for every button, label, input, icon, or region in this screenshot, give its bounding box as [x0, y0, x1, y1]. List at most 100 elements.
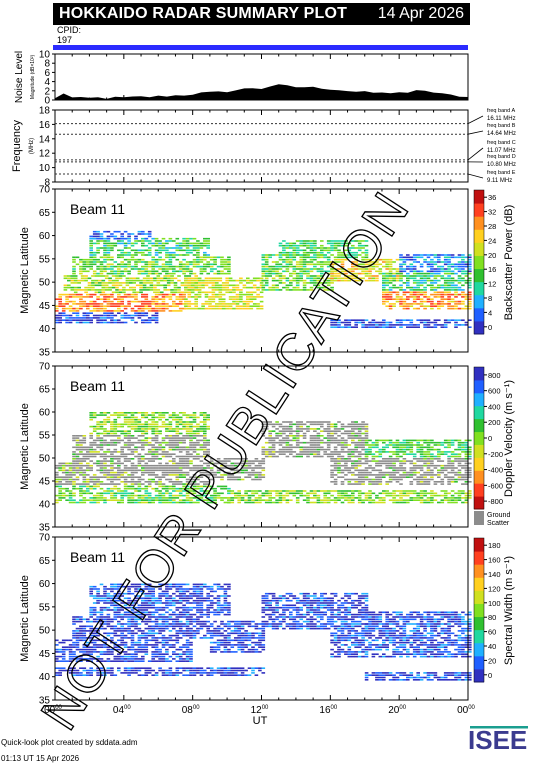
data-cell	[430, 460, 434, 462]
data-cell	[382, 286, 386, 289]
data-cell	[192, 435, 197, 437]
data-cell	[67, 279, 71, 282]
data-cell	[254, 471, 259, 474]
data-cell	[385, 462, 389, 465]
data-cell	[223, 261, 228, 263]
data-cell	[454, 448, 458, 451]
data-cell	[385, 272, 389, 275]
data-cell	[371, 324, 376, 326]
data-cell	[154, 263, 159, 266]
data-cell	[416, 326, 420, 328]
data-cell	[361, 476, 365, 478]
data-cell	[468, 277, 472, 280]
data-cell	[196, 453, 200, 455]
data-cell	[457, 319, 462, 321]
data-cell	[154, 265, 159, 268]
data-cell	[99, 464, 104, 467]
data-cell	[117, 490, 121, 492]
data-cell	[416, 286, 420, 289]
data-cell	[106, 265, 111, 268]
data-cell	[110, 483, 114, 485]
data-cell	[123, 423, 128, 426]
data-cell	[249, 293, 254, 296]
data-cell	[208, 277, 212, 280]
data-cell	[316, 455, 321, 458]
data-cell	[468, 307, 472, 310]
data-cell	[135, 291, 140, 294]
data-cell	[344, 462, 348, 465]
data-cell	[185, 481, 190, 483]
data-cell	[246, 300, 250, 303]
data-cell	[144, 467, 149, 469]
data-cell	[378, 455, 383, 458]
data-cell	[106, 441, 111, 444]
data-cell	[419, 321, 424, 324]
data-cell	[468, 467, 472, 469]
data-cell	[382, 265, 386, 268]
data-cell	[313, 265, 317, 268]
data-cell	[289, 251, 293, 254]
data-cell	[161, 483, 166, 485]
data-cell	[82, 321, 87, 324]
data-cell	[289, 492, 293, 495]
data-cell	[89, 418, 93, 421]
data-cell	[203, 263, 207, 266]
data-cell	[351, 471, 355, 474]
data-cell	[450, 277, 455, 280]
data-cell	[278, 256, 283, 259]
data-cell	[256, 293, 260, 296]
data-cell	[378, 272, 383, 275]
data-cell	[75, 321, 80, 324]
data-cell	[406, 471, 410, 474]
data-cell	[141, 441, 145, 444]
data-cell	[419, 483, 424, 485]
data-cell	[313, 240, 317, 242]
data-cell	[313, 435, 317, 437]
data-cell	[99, 235, 104, 238]
data-cell	[330, 458, 334, 460]
data-cell	[468, 270, 472, 273]
data-cell	[144, 263, 149, 266]
data-cell	[368, 460, 372, 462]
data-cell	[134, 237, 138, 240]
data-cell	[402, 446, 407, 449]
data-cell	[242, 300, 247, 303]
data-cell	[144, 312, 149, 314]
data-cell	[247, 494, 252, 497]
data-cell	[154, 240, 159, 242]
data-cell	[412, 467, 417, 469]
data-cell	[364, 263, 369, 266]
data-cell	[261, 279, 266, 282]
data-cell	[337, 439, 341, 442]
data-cell	[161, 497, 166, 499]
data-cell	[65, 298, 69, 300]
data-cell	[447, 464, 451, 467]
data-cell	[285, 428, 290, 430]
data-cell	[227, 492, 231, 495]
data-cell	[92, 314, 97, 317]
data-cell	[216, 492, 221, 495]
data-cell	[68, 478, 73, 481]
data-cell	[461, 300, 465, 303]
data-cell	[440, 460, 445, 462]
data-cell	[357, 476, 362, 478]
data-cell	[285, 435, 290, 437]
data-cell	[295, 497, 300, 499]
data-cell	[402, 476, 407, 478]
data-cell	[259, 307, 264, 310]
data-cell	[55, 485, 59, 488]
data-cell	[220, 476, 224, 478]
data-cell	[141, 240, 145, 242]
data-cell	[409, 286, 414, 289]
data-cell	[113, 471, 118, 474]
data-cell	[130, 416, 135, 419]
data-cell	[175, 425, 180, 428]
data-cell	[134, 268, 138, 270]
data-cell	[447, 261, 451, 263]
data-cell	[96, 307, 100, 310]
data-cell	[239, 307, 243, 310]
data-cell	[192, 414, 197, 416]
data-cell	[182, 471, 186, 474]
data-cell	[161, 437, 166, 439]
data-cell	[92, 481, 97, 483]
